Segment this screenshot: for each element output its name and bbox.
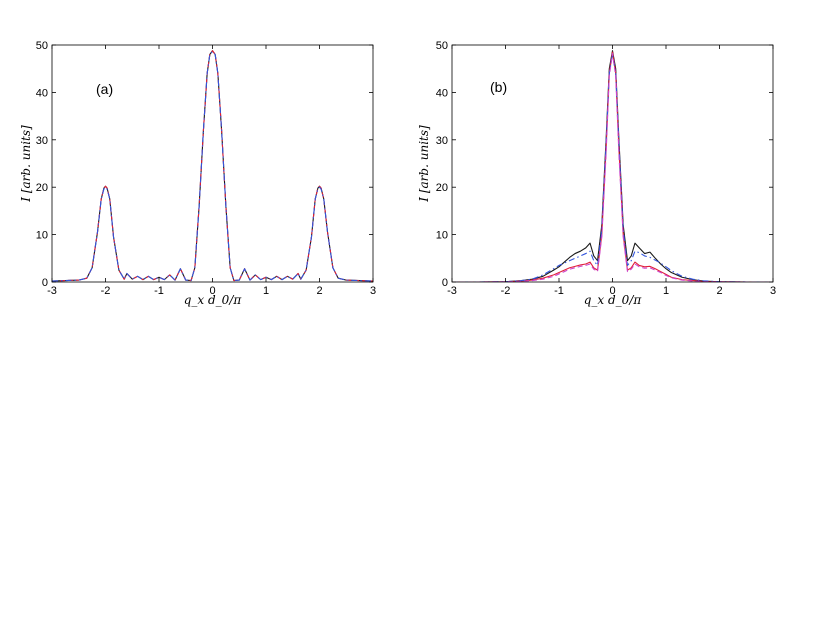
series-line-4 bbox=[452, 52, 773, 282]
x-tick-label: 1 bbox=[663, 285, 669, 297]
x-tick-label: -2 bbox=[101, 285, 111, 297]
x-tick-label: -3 bbox=[447, 285, 457, 297]
x-tick-label: 0 bbox=[609, 285, 615, 297]
x-tick-label: 3 bbox=[770, 285, 776, 297]
x-tick-label: 1 bbox=[263, 285, 269, 297]
y-tick-label: 40 bbox=[36, 87, 48, 99]
panel-label: (a) bbox=[96, 81, 113, 97]
x-tick-label: 0 bbox=[209, 285, 215, 297]
y-tick-label: 40 bbox=[436, 87, 448, 99]
series-line-3 bbox=[52, 51, 373, 282]
x-tick-label: 3 bbox=[370, 285, 376, 297]
x-tick-label: -1 bbox=[154, 285, 164, 297]
y-axis-label: I [arb. units] bbox=[417, 125, 431, 203]
y-tick-label: 20 bbox=[36, 182, 48, 194]
y-tick-label: 30 bbox=[36, 135, 48, 147]
y-tick-label: 10 bbox=[436, 230, 448, 242]
x-axis-label: q_x d_0/π bbox=[184, 293, 243, 307]
plot-area bbox=[452, 50, 773, 282]
y-tick-label: 10 bbox=[36, 230, 48, 242]
series-line-3 bbox=[452, 53, 773, 282]
y-tick-label: 50 bbox=[436, 40, 448, 52]
y-tick-label: 0 bbox=[442, 277, 448, 289]
x-tick-label: -1 bbox=[554, 285, 564, 297]
series-line-2 bbox=[452, 51, 773, 282]
x-axis-label: q_x d_0/π bbox=[584, 293, 643, 307]
x-tick-label: -2 bbox=[501, 285, 511, 297]
y-axis-label: I [arb. units] bbox=[19, 125, 33, 203]
x-tick-label: 2 bbox=[716, 285, 722, 297]
panel-label: (b) bbox=[490, 79, 507, 95]
series-line-1 bbox=[452, 50, 773, 282]
plot-area bbox=[52, 50, 373, 282]
x-tick-label: -3 bbox=[47, 285, 57, 297]
y-tick-label: 30 bbox=[436, 135, 448, 147]
y-tick-label: 20 bbox=[436, 182, 448, 194]
x-tick-label: 2 bbox=[316, 285, 322, 297]
y-tick-label: 50 bbox=[36, 40, 48, 52]
y-tick-label: 0 bbox=[42, 277, 48, 289]
